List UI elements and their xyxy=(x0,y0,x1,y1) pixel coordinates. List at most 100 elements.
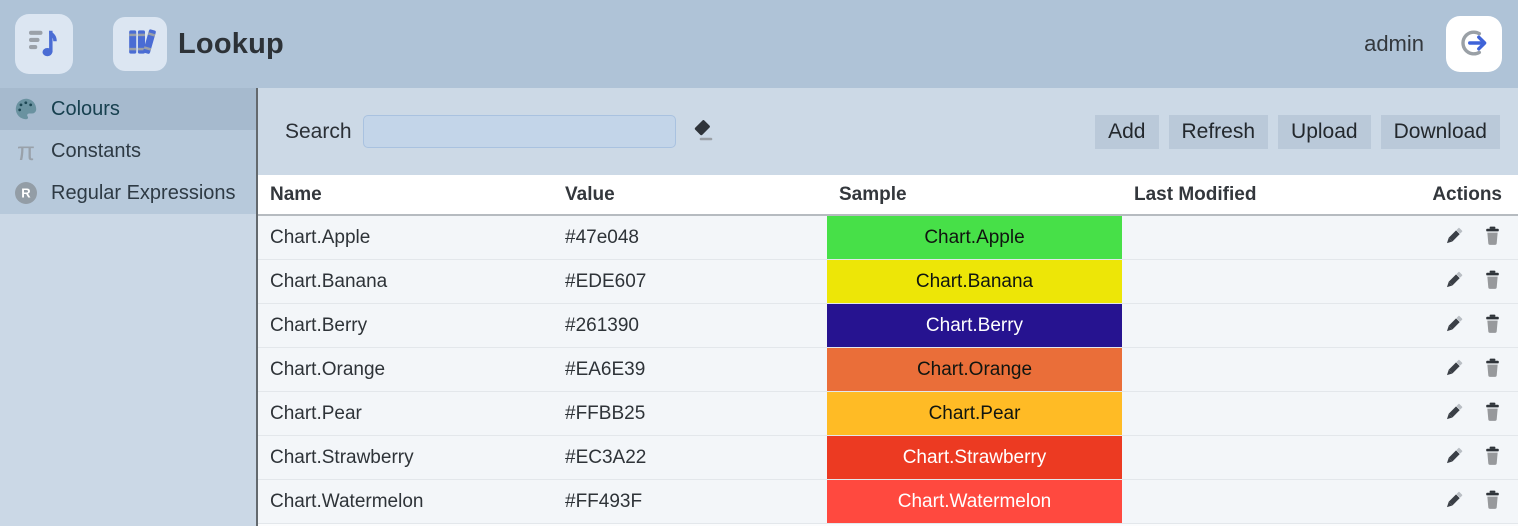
column-header-actions: Actions xyxy=(1432,183,1502,205)
trash-icon xyxy=(1482,313,1503,338)
main-content: Search Add Refresh Upload xyxy=(256,88,1518,526)
eraser-icon xyxy=(689,117,715,146)
table-row: Chart.Watermelon #FF493F Chart.Watermelo… xyxy=(258,480,1518,524)
pencil-icon xyxy=(1443,225,1465,250)
row-name: Chart.Watermelon xyxy=(270,490,424,512)
edit-button[interactable] xyxy=(1443,313,1465,338)
colour-sample-swatch: Chart.Orange xyxy=(827,348,1122,391)
download-button[interactable]: Download xyxy=(1380,114,1500,149)
column-header-sample: Sample xyxy=(839,183,907,205)
row-value: #47e048 xyxy=(565,226,639,248)
edit-button[interactable] xyxy=(1443,445,1465,470)
row-name: Chart.Orange xyxy=(270,358,386,380)
pencil-icon xyxy=(1443,401,1465,426)
table-row: Chart.Apple #47e048 Chart.Apple xyxy=(258,216,1518,260)
edit-button[interactable] xyxy=(1443,269,1465,294)
trash-icon xyxy=(1482,445,1503,470)
colour-sample-swatch: Chart.Pear xyxy=(827,392,1122,435)
playlist-music-icon xyxy=(23,21,65,68)
row-value: #EA6E39 xyxy=(565,358,646,380)
row-name: Chart.Strawberry xyxy=(270,446,414,468)
colour-sample-swatch: Chart.Strawberry xyxy=(827,436,1122,479)
delete-button[interactable] xyxy=(1482,313,1503,338)
delete-button[interactable] xyxy=(1482,401,1503,426)
row-last-modified xyxy=(1122,348,1395,391)
colour-sample-swatch: Chart.Watermelon xyxy=(827,480,1122,523)
sidebar-item-label: Colours xyxy=(51,97,120,120)
sidebar-item-constants[interactable]: π Constants xyxy=(0,130,256,172)
edit-button[interactable] xyxy=(1443,401,1465,426)
trash-icon xyxy=(1482,401,1503,426)
logout-button[interactable] xyxy=(1446,16,1502,72)
palette-icon xyxy=(12,96,40,122)
row-value: #FF493F xyxy=(565,490,643,512)
toolbar: Search Add Refresh Upload xyxy=(258,88,1518,175)
lookup-logo xyxy=(113,17,167,71)
svg-text:R: R xyxy=(21,186,31,201)
row-name: Chart.Banana xyxy=(270,270,388,292)
upload-button[interactable]: Upload xyxy=(1278,114,1371,149)
trash-icon xyxy=(1482,489,1503,514)
row-last-modified xyxy=(1122,304,1395,347)
user-name: admin xyxy=(1364,31,1424,56)
pi-icon: π xyxy=(17,136,35,166)
table-header: Name Value Sample Last Modified Actions xyxy=(258,175,1518,216)
row-name: Chart.Pear xyxy=(270,402,362,424)
row-name: Chart.Berry xyxy=(270,314,368,336)
row-value: #FFBB25 xyxy=(565,402,646,424)
refresh-button[interactable]: Refresh xyxy=(1168,114,1269,149)
trash-icon xyxy=(1482,269,1503,294)
table-row: Chart.Strawberry #EC3A22 Chart.Strawberr… xyxy=(258,436,1518,480)
table-row: Chart.Orange #EA6E39 Chart.Orange xyxy=(258,348,1518,392)
column-header-name: Name xyxy=(270,183,322,205)
row-last-modified xyxy=(1122,480,1395,523)
row-last-modified xyxy=(1122,436,1395,479)
row-last-modified xyxy=(1122,392,1395,435)
top-bar: Lookup admin xyxy=(0,0,1518,88)
colour-sample-swatch: Chart.Banana xyxy=(827,260,1122,303)
table-row: Chart.Berry #261390 Chart.Berry xyxy=(258,304,1518,348)
r-badge-icon: R xyxy=(12,181,40,205)
delete-button[interactable] xyxy=(1482,445,1503,470)
table-row: Chart.Pear #FFBB25 Chart.Pear xyxy=(258,392,1518,436)
books-icon xyxy=(120,22,160,67)
row-last-modified xyxy=(1122,216,1395,259)
sidebar: Colours π Constants R Regular Expression… xyxy=(0,88,256,526)
sidebar-item-label: Regular Expressions xyxy=(51,181,236,204)
colour-sample-swatch: Chart.Apple xyxy=(827,216,1122,259)
edit-button[interactable] xyxy=(1443,489,1465,514)
row-value: #EDE607 xyxy=(565,270,647,292)
search-label: Search xyxy=(285,119,352,143)
delete-button[interactable] xyxy=(1482,489,1503,514)
app-logo[interactable] xyxy=(15,14,73,74)
add-button[interactable]: Add xyxy=(1095,114,1159,149)
row-name: Chart.Apple xyxy=(270,226,371,248)
row-last-modified xyxy=(1122,260,1395,303)
pencil-icon xyxy=(1443,357,1465,382)
edit-button[interactable] xyxy=(1443,357,1465,382)
logout-icon xyxy=(1457,26,1491,63)
clear-search-button[interactable] xyxy=(689,117,715,146)
sidebar-item-regular-expressions[interactable]: R Regular Expressions xyxy=(0,172,256,214)
page-title: Lookup xyxy=(178,27,284,60)
pencil-icon xyxy=(1443,269,1465,294)
edit-button[interactable] xyxy=(1443,225,1465,250)
table-row: Chart.Banana #EDE607 Chart.Banana xyxy=(258,260,1518,304)
column-header-last-modified: Last Modified xyxy=(1134,183,1257,205)
row-value: #261390 xyxy=(565,314,639,336)
trash-icon xyxy=(1482,225,1503,250)
search-input[interactable] xyxy=(362,115,676,148)
pencil-icon xyxy=(1443,489,1465,514)
pencil-icon xyxy=(1443,313,1465,338)
sidebar-filler xyxy=(0,214,256,526)
delete-button[interactable] xyxy=(1482,225,1503,250)
trash-icon xyxy=(1482,357,1503,382)
sidebar-item-colours[interactable]: Colours xyxy=(0,88,256,130)
pencil-icon xyxy=(1443,445,1465,470)
delete-button[interactable] xyxy=(1482,357,1503,382)
row-value: #EC3A22 xyxy=(565,446,647,468)
delete-button[interactable] xyxy=(1482,269,1503,294)
sidebar-item-label: Constants xyxy=(51,139,142,162)
colour-sample-swatch: Chart.Berry xyxy=(827,304,1122,347)
